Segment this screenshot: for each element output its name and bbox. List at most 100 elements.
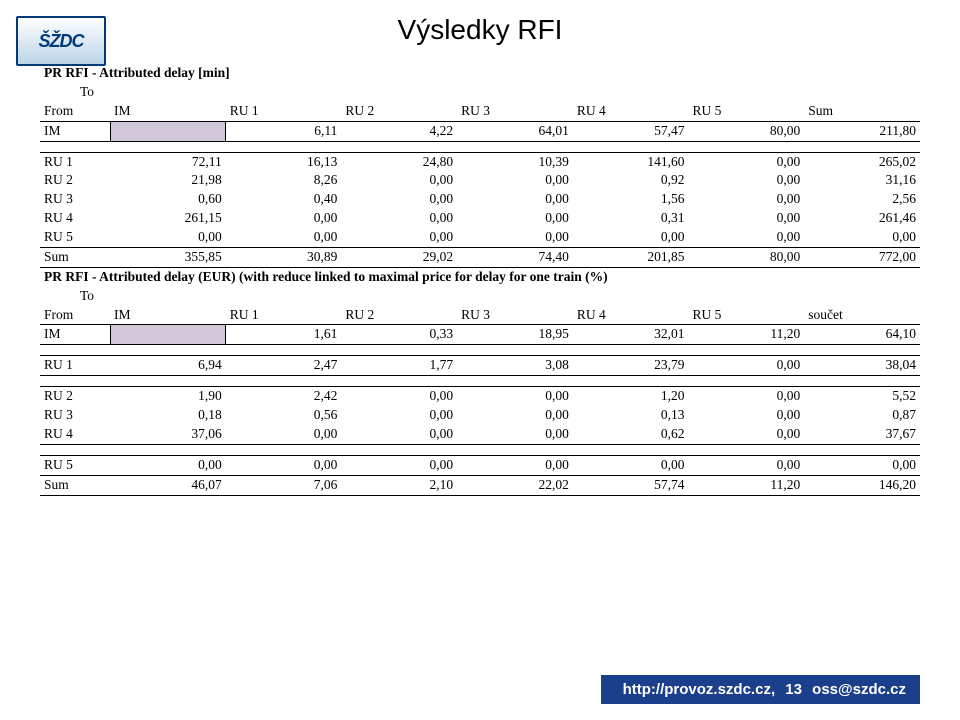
cell: 2,42: [226, 387, 342, 406]
cell: 22,02: [457, 475, 573, 495]
cell: 0,00: [457, 171, 573, 190]
cell: 0,00: [457, 387, 573, 406]
cell: 80,00: [689, 247, 805, 267]
col-header: IM: [110, 102, 226, 121]
cell: 30,89: [226, 247, 342, 267]
cell: 0,00: [573, 228, 689, 247]
cell: 0,56: [226, 406, 342, 425]
row-label: IM: [40, 121, 110, 141]
cell: 0,00: [689, 152, 805, 171]
cell: 0,00: [457, 190, 573, 209]
logo-text: ŠŽDC: [39, 31, 84, 52]
cell: 64,10: [804, 325, 920, 345]
cell: 2,56: [804, 190, 920, 209]
cell: 5,52: [804, 387, 920, 406]
cell: 355,85: [110, 247, 226, 267]
table-title: PR RFI - Attributed delay [min]: [40, 64, 920, 83]
cell: 0,00: [341, 228, 457, 247]
cell: 0,00: [689, 406, 805, 425]
row-label: RU 1: [40, 152, 110, 171]
cell: 0,00: [689, 228, 805, 247]
data-table: PR RFI - Attributed delay [min]ToFromIM R…: [40, 64, 920, 268]
cell: 0,00: [341, 455, 457, 475]
cell: 1,20: [573, 387, 689, 406]
cell: 21,98: [110, 171, 226, 190]
cell: 261,15: [110, 209, 226, 228]
from-label: From: [40, 102, 110, 121]
cell: 57,74: [573, 475, 689, 495]
col-header: RU 4: [573, 102, 689, 121]
col-header: součet: [804, 306, 920, 325]
cell: 18,95: [457, 325, 573, 345]
row-label: RU 3: [40, 406, 110, 425]
footer-page-num: 13: [785, 681, 802, 698]
to-label: To: [40, 83, 110, 102]
cell: 57,47: [573, 121, 689, 141]
row-label: RU 5: [40, 455, 110, 475]
cell: 0,60: [110, 190, 226, 209]
cell: 0,00: [457, 406, 573, 425]
cell: 11,20: [689, 475, 805, 495]
page-title: Výsledky RFI: [40, 14, 920, 46]
footer-email: oss@szdc.cz: [812, 681, 906, 698]
cell: [110, 325, 226, 345]
cell: 0,40: [226, 190, 342, 209]
cell: 0,00: [689, 190, 805, 209]
cell: 0,00: [457, 209, 573, 228]
cell: 0,00: [226, 425, 342, 444]
col-header: IM: [110, 306, 226, 325]
cell: 211,80: [804, 121, 920, 141]
cell: 6,94: [110, 356, 226, 376]
cell: 0,00: [804, 455, 920, 475]
col-header: RU 2: [341, 102, 457, 121]
cell: 0,00: [341, 406, 457, 425]
cell: 6,11: [226, 121, 342, 141]
to-label: To: [40, 287, 110, 306]
row-label: RU 3: [40, 190, 110, 209]
row-label: IM: [40, 325, 110, 345]
cell: 0,00: [689, 455, 805, 475]
cell: 0,31: [573, 209, 689, 228]
cell: 1,61: [226, 325, 342, 345]
col-header: Sum: [804, 102, 920, 121]
row-label: RU 2: [40, 171, 110, 190]
row-label: Sum: [40, 247, 110, 267]
cell: 37,06: [110, 425, 226, 444]
col-header: RU 5: [689, 102, 805, 121]
col-header: RU 3: [457, 306, 573, 325]
cell: 8,26: [226, 171, 342, 190]
col-header: RU 5: [689, 306, 805, 325]
cell: 2,10: [341, 475, 457, 495]
cell: 0,00: [689, 387, 805, 406]
footer-bar: http://provoz.szdc.cz, 13 oss@szdc.cz: [601, 675, 920, 704]
cell: 0,00: [110, 455, 226, 475]
cell: 265,02: [804, 152, 920, 171]
cell: [110, 121, 226, 141]
cell: 0,18: [110, 406, 226, 425]
cell: 0,00: [457, 228, 573, 247]
cell: 4,22: [341, 121, 457, 141]
cell: 0,00: [689, 356, 805, 376]
cell: 0,13: [573, 406, 689, 425]
cell: 16,13: [226, 152, 342, 171]
row-label: Sum: [40, 475, 110, 495]
col-header: RU 4: [573, 306, 689, 325]
cell: 201,85: [573, 247, 689, 267]
col-header: RU 1: [226, 306, 342, 325]
cell: 31,16: [804, 171, 920, 190]
cell: 10,39: [457, 152, 573, 171]
cell: 64,01: [457, 121, 573, 141]
cell: 0,00: [689, 171, 805, 190]
cell: 72,11: [110, 152, 226, 171]
cell: 0,00: [341, 190, 457, 209]
cell: 0,00: [341, 425, 457, 444]
cell: 0,00: [341, 209, 457, 228]
cell: 0,00: [457, 455, 573, 475]
cell: 0,92: [573, 171, 689, 190]
cell: 1,77: [341, 356, 457, 376]
cell: 0,00: [341, 387, 457, 406]
cell: 0,00: [804, 228, 920, 247]
row-label: RU 2: [40, 387, 110, 406]
cell: 0,00: [689, 209, 805, 228]
cell: 3,08: [457, 356, 573, 376]
